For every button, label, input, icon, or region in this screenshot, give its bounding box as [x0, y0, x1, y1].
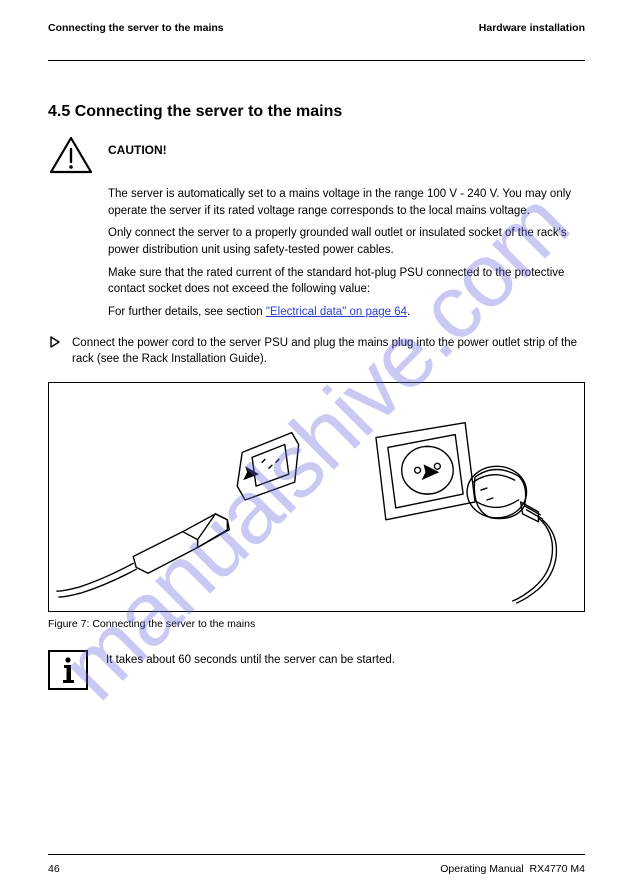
page-header: Connecting the server to the mains Hardw… [48, 22, 585, 34]
page-footer: 46 Operating Manual RX4770 M4 [48, 863, 585, 875]
step-text: Connect the power cord to the server PSU… [72, 335, 585, 368]
figure-caption: Figure 7: Connecting the server to the m… [48, 618, 585, 630]
rule-bottom [48, 854, 585, 855]
info-text: It takes about 60 seconds until the serv… [106, 650, 395, 669]
footer-right: Operating Manual RX4770 M4 [440, 863, 585, 875]
rule-top [48, 60, 585, 61]
info-block: It takes about 60 seconds until the serv… [48, 650, 585, 690]
caution-p2: Only connect the server to a properly gr… [108, 225, 585, 258]
caution-sub-after: . [407, 306, 410, 318]
step-row: Connect the power cord to the server PSU… [48, 335, 585, 368]
caution-label: CAUTION! [108, 143, 167, 157]
footer-model: RX4770 M4 [530, 863, 585, 875]
electrical-data-link[interactable]: "Electrical data" on page 64 [266, 306, 407, 318]
warning-icon [48, 135, 94, 180]
caution-body: The server is automatically set to a mai… [108, 186, 585, 321]
section-heading: 4.5 Connecting the server to the mains [48, 103, 585, 121]
footer-manual: Operating Manual [440, 863, 523, 875]
header-left: Connecting the server to the mains [48, 22, 224, 34]
page-number: 46 [48, 863, 60, 875]
caution-p1: The server is automatically set to a mai… [108, 186, 585, 219]
caution-sub-before: For further details, see section [108, 306, 266, 318]
header-right: Hardware installation [479, 22, 585, 34]
step-marker-icon [48, 335, 62, 349]
info-icon [48, 650, 88, 690]
caution-block: CAUTION! [48, 135, 585, 180]
page-container: Connecting the server to the mains Hardw… [0, 0, 630, 893]
caution-sub: For further details, see section "Electr… [108, 304, 585, 321]
figure-box [48, 382, 585, 612]
caution-p3: Make sure that the rated current of the … [108, 265, 585, 298]
figure-illustration [49, 383, 584, 611]
